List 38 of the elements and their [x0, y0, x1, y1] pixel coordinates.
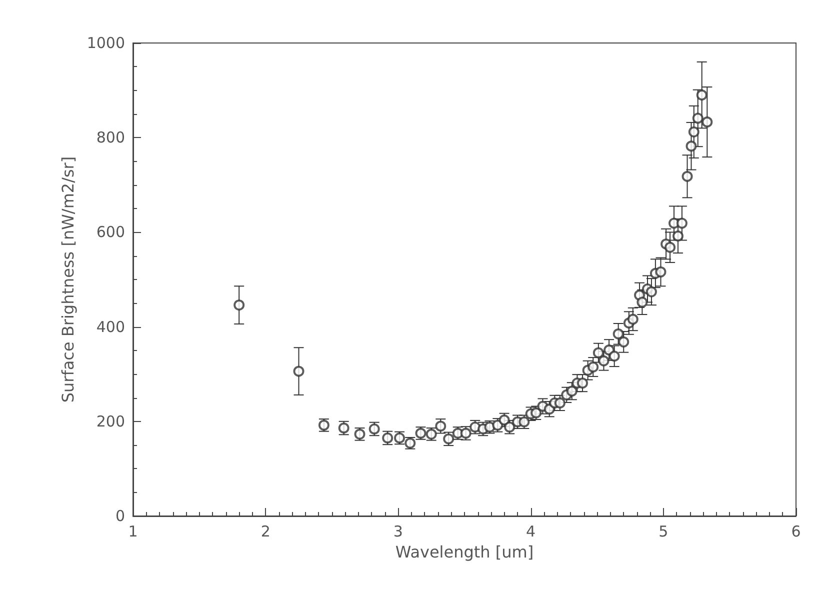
point: [234, 300, 245, 311]
point: [655, 266, 666, 278]
point: [618, 336, 630, 348]
point: [688, 126, 700, 138]
point: [676, 218, 688, 229]
point: [588, 362, 599, 372]
point: [598, 355, 610, 366]
point: [664, 242, 676, 253]
y-tick-label: 0: [115, 507, 125, 525]
y-axis-title: Surface Brightness [nW/m2/sr]: [58, 156, 78, 403]
point: [608, 350, 620, 362]
point: [554, 397, 566, 408]
y-tick-label: 800: [96, 128, 125, 147]
y-tick-label: 600: [96, 223, 125, 242]
x-axis-title: Wavelength [um]: [395, 542, 534, 562]
point: [646, 286, 657, 298]
point: [702, 116, 713, 128]
x-tick-label: 3: [393, 522, 403, 540]
y-tick-label: 1000: [86, 34, 125, 52]
point: [672, 230, 684, 242]
point: [692, 112, 704, 124]
x-tick-label: 2: [260, 522, 270, 540]
point: [592, 347, 604, 358]
x-tick-label: 6: [791, 522, 801, 540]
point: [696, 90, 708, 101]
point: [636, 296, 648, 308]
point: [627, 314, 638, 325]
x-tick-label: 4: [526, 522, 536, 540]
y-tick-label: 400: [96, 318, 125, 336]
x-tick-label: 5: [658, 522, 668, 540]
point: [293, 366, 304, 377]
point: [566, 386, 578, 397]
y-tick-label: 200: [96, 412, 125, 430]
point: [612, 328, 624, 340]
point: [577, 378, 588, 389]
x-tick-label: 1: [128, 522, 138, 540]
point: [682, 170, 693, 182]
point: [686, 140, 697, 152]
